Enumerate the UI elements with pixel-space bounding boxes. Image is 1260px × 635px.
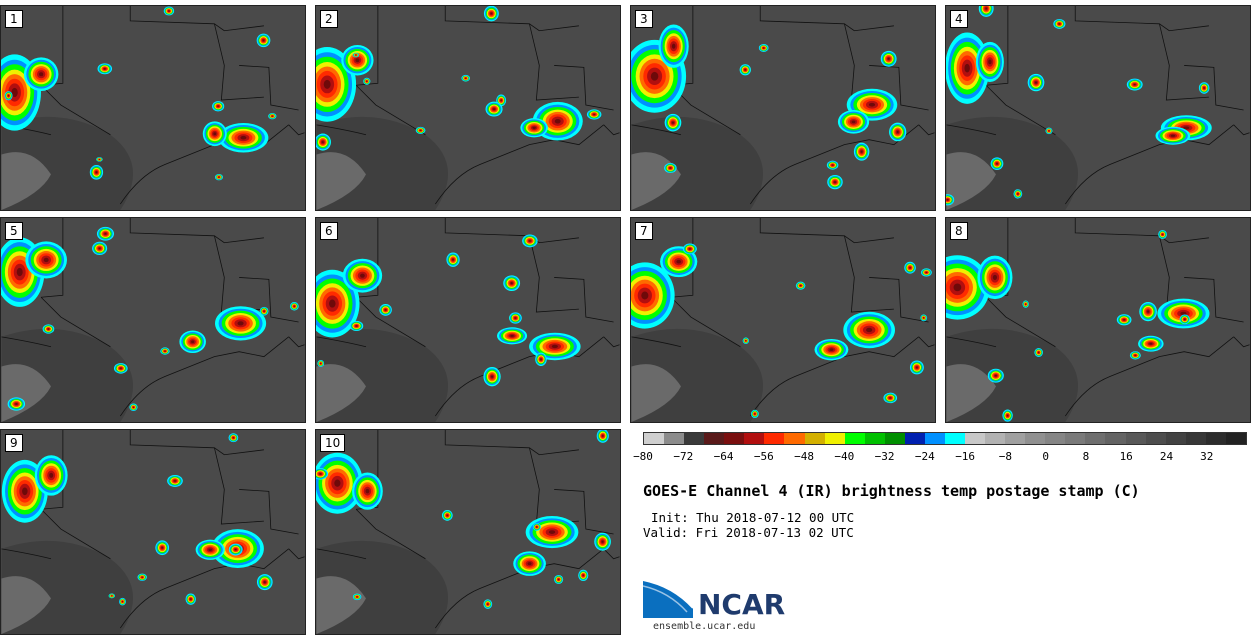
colorbar-segment: [804, 433, 825, 444]
colorbar-tick-label: −80: [633, 450, 653, 463]
init-time: Init: Thu 2018-07-12 00 UTC: [651, 510, 855, 525]
colorbar-segment: [664, 433, 685, 444]
colorbar-tick-label: −56: [753, 450, 774, 463]
colorbar-segment: [904, 433, 925, 444]
colorbar-segment: [944, 433, 965, 444]
satellite-map: [631, 6, 935, 210]
colorbar-tick-label: 32: [1200, 450, 1214, 463]
satellite-map: [631, 218, 935, 422]
panel-number: 10: [320, 434, 346, 452]
colorbar-tick-label: −72: [673, 450, 694, 463]
colorbar-tick-label: −8: [998, 450, 1013, 463]
colorbar-segment: [684, 433, 705, 444]
colorbar-tick-label: −48: [794, 450, 814, 463]
colorbar-segment: [1065, 433, 1086, 444]
satellite-map: [1, 218, 305, 422]
colorbar-tick-label: −64: [713, 450, 734, 463]
logo-url: ensemble.ucar.edu: [653, 621, 756, 632]
satellite-map: [316, 218, 620, 422]
colorbar-segment: [1025, 433, 1046, 444]
satellite-map: [1, 430, 305, 634]
ncar-logo-icon: [643, 579, 694, 618]
colorbar-segment: [724, 433, 745, 444]
figure-title: GOES-E Channel 4 (IR) brightness temp po…: [643, 482, 1140, 500]
stamp-panel-3: 3: [630, 5, 936, 211]
stamp-panel-10: 10: [315, 429, 621, 635]
colorbar-tick-label: −40: [834, 450, 855, 463]
colorbar-segment: [1005, 433, 1026, 444]
colorbar-ticks: −80 −72 −64 −56 −48 −40 −32 −24 −16 −8 0 8 16 24 32: [633, 450, 1247, 466]
colorbar-segment: [1165, 433, 1186, 444]
colorbar-segment: [784, 433, 805, 444]
stamp-panel-5: 5: [0, 217, 306, 423]
colorbar-tick-label: 24: [1159, 450, 1174, 463]
colorbar-segment: [1045, 433, 1066, 444]
panel-number: 5: [5, 222, 23, 240]
colorbar-segment: [924, 433, 945, 444]
colorbar-segment: [764, 433, 785, 444]
colorbar-segment: [844, 433, 865, 444]
valid-time: Valid: Fri 2018-07-13 02 UTC: [643, 525, 854, 540]
colorbar-segment: [884, 433, 905, 444]
satellite-map: [1, 6, 305, 210]
panel-number: 9: [5, 434, 23, 452]
stamp-panel-2: 2: [315, 5, 621, 211]
satellite-map: [316, 6, 620, 210]
colorbar-tick-label: −16: [955, 450, 976, 463]
panel-number: 2: [320, 10, 338, 28]
colorbar-segment: [1225, 433, 1246, 444]
colorbar-segment: [1085, 433, 1106, 444]
colorbar-segment: [744, 433, 765, 444]
panel-number: 1: [5, 10, 23, 28]
colorbar-segment: [1185, 433, 1206, 444]
stamp-panel-7: 7: [630, 217, 936, 423]
colorbar-segment: [824, 433, 845, 444]
colorbar-tick-label: −32: [874, 450, 895, 463]
colorbar-tick-label: 16: [1119, 450, 1133, 463]
logo-name: NCAR: [698, 588, 786, 621]
colorbar: [643, 432, 1247, 445]
panel-number: 3: [635, 10, 653, 28]
colorbar-tick-label: −24: [914, 450, 935, 463]
panel-number: 7: [635, 222, 653, 240]
colorbar-segment: [1125, 433, 1146, 444]
colorbar-segment: [965, 433, 986, 444]
stamp-panel-6: 6: [315, 217, 621, 423]
panel-number: 8: [950, 222, 968, 240]
satellite-map: [316, 430, 620, 634]
colorbar-segment: [704, 433, 725, 444]
colorbar-segment: [1205, 433, 1226, 444]
colorbar-segment: [864, 433, 885, 444]
colorbar-segment: [1105, 433, 1126, 444]
stamp-panel-4: 4: [945, 5, 1251, 211]
satellite-map: [946, 218, 1250, 422]
stamp-panel-1: 1: [0, 5, 306, 211]
colorbar-tick-label: 0: [1042, 450, 1049, 463]
colorbar-segment: [1145, 433, 1166, 444]
colorbar-segment: [985, 433, 1006, 444]
colorbar-segment: [644, 433, 665, 444]
panel-number: 4: [950, 10, 968, 28]
colorbar-tick-label: 8: [1082, 450, 1090, 463]
stamp-panel-9: 9: [0, 429, 306, 635]
panel-number: 6: [320, 222, 338, 240]
satellite-map: [946, 6, 1250, 210]
stamp-panel-8: 8: [945, 217, 1251, 423]
